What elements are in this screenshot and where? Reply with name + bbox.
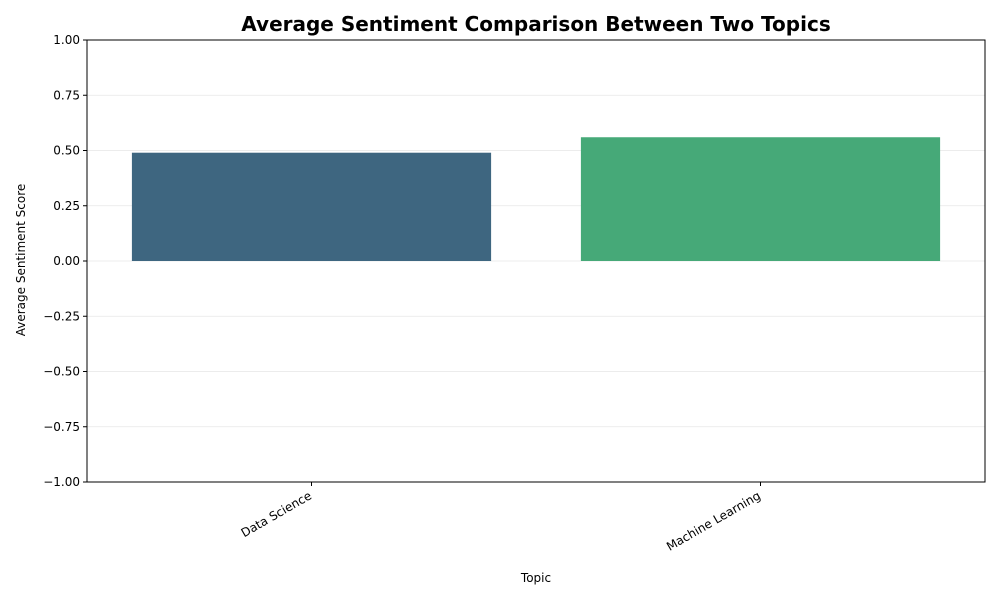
x-axis-label: Topic: [520, 571, 551, 585]
y-tick-label: −1.00: [43, 475, 80, 489]
y-tick-label: −0.75: [43, 420, 80, 434]
y-tick-label: 1.00: [53, 33, 80, 47]
y-tick-label: 0.75: [53, 88, 80, 102]
x-tick-label: Data Science: [239, 488, 314, 540]
y-axis-label: Average Sentiment Score: [14, 184, 28, 337]
x-tick-label: Machine Learning: [664, 488, 763, 553]
bar: [580, 137, 941, 261]
y-tick-label: −0.50: [43, 365, 80, 379]
y-tick-label: 0.50: [53, 144, 80, 158]
chart-title: Average Sentiment Comparison Between Two…: [241, 12, 830, 36]
bars: [131, 137, 941, 261]
y-tick-label: 0.25: [53, 199, 80, 213]
y-tick-label: 0.00: [53, 254, 80, 268]
bar: [131, 152, 492, 261]
y-tick-label: −0.25: [43, 309, 80, 323]
y-ticks: −1.00 −0.75 −0.50 −0.25 0.00 0.25 0.50 0.75 1.00: [43, 33, 87, 489]
x-ticks: Data Science Machine Learning: [239, 482, 763, 554]
